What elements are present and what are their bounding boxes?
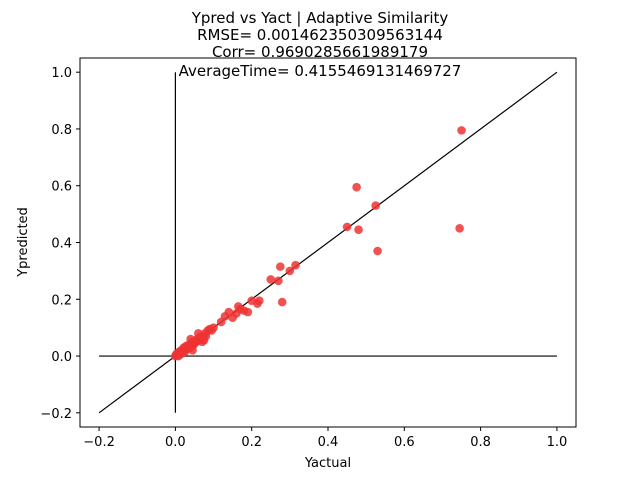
y-axis-ticks: −0.2 0.0 0.2 0.4 0.6 0.8 1.0 xyxy=(40,66,80,422)
title-line-2: RMSE= 0.001462350309563144 xyxy=(197,26,443,44)
x-axis-ticks: −0.2 0.0 0.2 0.4 0.6 0.8 1.0 xyxy=(83,427,567,450)
data-point xyxy=(266,275,276,284)
data-point xyxy=(274,276,283,286)
data-point xyxy=(354,225,363,235)
y-tick-label: 0.0 xyxy=(51,350,72,365)
data-points xyxy=(171,126,466,361)
x-tick-label: −0.2 xyxy=(83,435,115,450)
data-point xyxy=(352,182,361,192)
plot-area xyxy=(79,57,577,428)
reference-line-identity xyxy=(98,71,558,414)
data-point xyxy=(371,201,380,210)
reference-lines xyxy=(98,71,558,414)
data-point xyxy=(457,126,466,135)
y-tick-label: −0.2 xyxy=(40,407,72,422)
x-tick-label: 0.4 xyxy=(318,435,339,450)
x-tick-label: 0.0 xyxy=(165,435,186,450)
data-point xyxy=(188,346,197,355)
y-tick-label: 0.6 xyxy=(51,180,72,195)
data-point xyxy=(209,323,218,332)
data-point xyxy=(373,246,382,256)
data-point xyxy=(285,266,295,276)
title-line-1: Ypred vs Yact | Adaptive Similarity xyxy=(191,9,449,27)
y-tick-label: 0.4 xyxy=(51,237,72,252)
data-point xyxy=(276,262,285,271)
data-point xyxy=(255,296,264,305)
x-tick-label: 0.2 xyxy=(241,435,262,450)
data-point xyxy=(455,224,464,233)
x-axis-label: Yactual xyxy=(304,456,351,471)
y-axis-label: Ypredicted xyxy=(16,207,31,278)
chart-title: Ypred vs Yact | Adaptive Similarity RMSE… xyxy=(179,9,462,80)
x-tick-label: 0.8 xyxy=(470,435,491,450)
data-point xyxy=(277,297,287,307)
x-tick-label: 0.6 xyxy=(394,435,415,450)
y-tick-label: 0.2 xyxy=(51,293,72,308)
y-tick-label: 0.8 xyxy=(51,123,72,138)
data-point xyxy=(243,307,253,317)
x-tick-label: 1.0 xyxy=(547,435,568,450)
data-point xyxy=(342,222,352,232)
title-line-3: Corr= 0.9690285661989179 xyxy=(212,43,428,61)
title-line-4: AverageTime= 0.4155469131469727 xyxy=(179,62,462,80)
data-point xyxy=(291,260,300,270)
data-point xyxy=(186,334,195,344)
y-tick-label: 1.0 xyxy=(51,66,72,81)
data-point xyxy=(193,329,203,338)
